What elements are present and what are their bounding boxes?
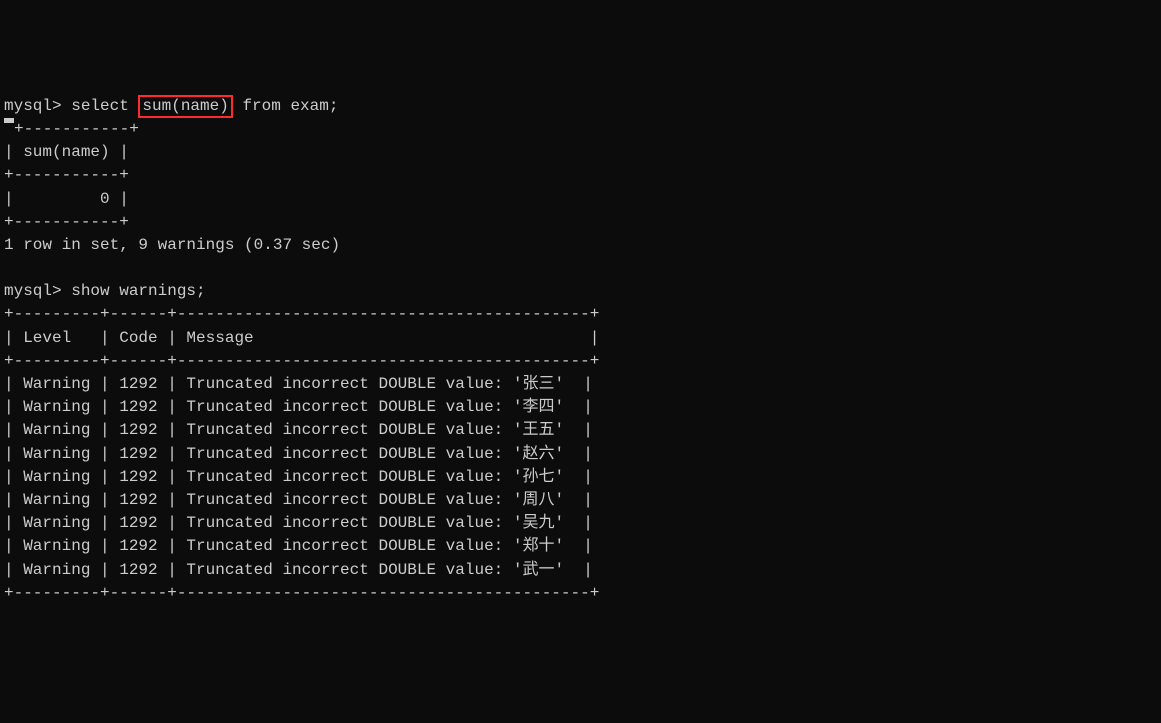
result-summary: 1 row in set, 9 warnings (0.37 sec): [4, 236, 340, 254]
table-row: | Warning | 1292 | Truncated incorrect D…: [4, 514, 593, 532]
table-row: | Warning | 1292 | Truncated incorrect D…: [4, 491, 593, 509]
table-row: | Warning | 1292 | Truncated incorrect D…: [4, 375, 593, 393]
table-border: +---------+------+----------------------…: [4, 352, 599, 370]
table-header-row: | Level | Code | Message |: [4, 329, 599, 347]
mysql-prompt: mysql>: [4, 282, 62, 300]
query-text-pre: select: [62, 97, 139, 115]
table-border: +-----------+: [14, 120, 139, 138]
highlighted-fragment: sum(name): [138, 95, 232, 118]
cursor-icon: [4, 118, 14, 123]
query-text-post: from exam;: [233, 97, 339, 115]
table-border: +-----------+: [4, 166, 129, 184]
table-row: | Warning | 1292 | Truncated incorrect D…: [4, 421, 593, 439]
table-row: | 0 |: [4, 190, 129, 208]
table-border: +---------+------+----------------------…: [4, 584, 599, 602]
table-border: +---------+------+----------------------…: [4, 305, 599, 323]
table-row: | Warning | 1292 | Truncated incorrect D…: [4, 561, 593, 579]
table-row: | Warning | 1292 | Truncated incorrect D…: [4, 537, 593, 555]
table-row: | Warning | 1292 | Truncated incorrect D…: [4, 468, 593, 486]
query-text: show warnings;: [62, 282, 206, 300]
table-row: | Warning | 1292 | Truncated incorrect D…: [4, 445, 593, 463]
mysql-prompt: mysql>: [4, 97, 62, 115]
table-border: +-----------+: [4, 213, 129, 231]
table-row: | Warning | 1292 | Truncated incorrect D…: [4, 398, 593, 416]
terminal-output: mysql> select sum(name) from exam; +----…: [4, 95, 1157, 605]
table-header-row: | sum(name) |: [4, 143, 129, 161]
